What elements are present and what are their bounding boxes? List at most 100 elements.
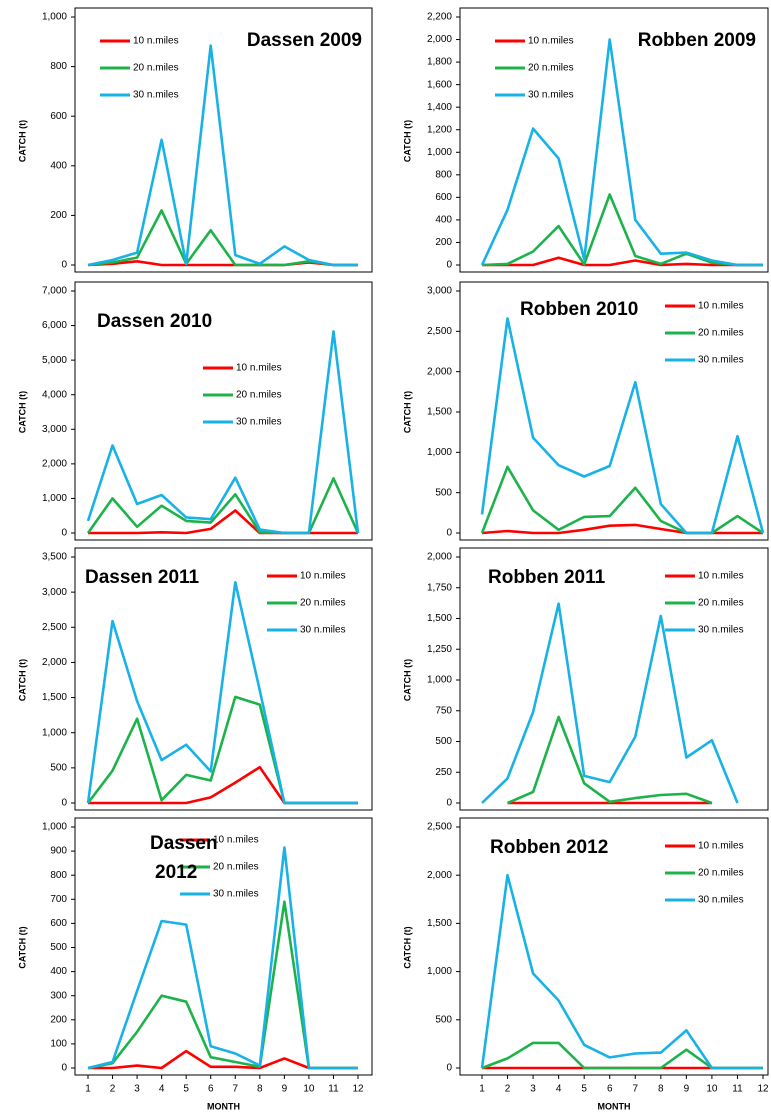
y-tick-label: 200: [50, 210, 67, 221]
y-tick-label: 400: [50, 160, 67, 171]
y-axis-label: CATCH (t): [402, 120, 412, 162]
series-line: [481, 193, 763, 267]
y-tick-label: 400: [50, 966, 67, 977]
y-tick-label: 500: [50, 942, 67, 953]
x-axis-label: MONTH: [207, 1101, 240, 1111]
series-line: [87, 209, 358, 267]
y-tick-label: 1,200: [427, 124, 452, 135]
legend-label: 30 n.miles: [698, 625, 744, 636]
y-tick-label: 6,000: [42, 320, 67, 331]
y-tick-label: 2,000: [427, 870, 452, 881]
y-tick-label: 600: [50, 111, 67, 122]
legend-label: 10 n.miles: [698, 301, 744, 312]
series-line: [86, 477, 360, 535]
y-tick-label: 100: [50, 1039, 67, 1050]
series-line: [480, 317, 765, 535]
plot-frame: [459, 547, 769, 811]
y-tick-label: 200: [50, 1014, 67, 1025]
y-tick-label: 0: [446, 1063, 452, 1074]
y-tick-label: 2,000: [427, 552, 452, 563]
series-line: [86, 330, 360, 535]
legend-label: 10 n.miles: [133, 36, 179, 47]
y-tick-label: 1,000: [42, 727, 67, 738]
plot-frame: [74, 817, 373, 1076]
chart-title: Robben 2011: [488, 567, 606, 588]
y-tick-label: 0: [446, 260, 452, 271]
y-tick-label: 1,500: [427, 407, 452, 418]
x-tick-label: 2: [110, 1084, 116, 1095]
y-tick-label: 500: [50, 762, 67, 773]
y-tick-label: 3,000: [42, 587, 67, 598]
chart-title: 2012: [155, 862, 197, 883]
y-tick-label: 1,000: [42, 822, 67, 833]
x-tick-label: 4: [159, 1084, 165, 1095]
series-line: [88, 509, 358, 535]
x-tick-label: 1: [479, 1084, 485, 1095]
legend-label: 10 n.miles: [698, 571, 744, 582]
series-line: [87, 44, 358, 267]
y-tick-label: 0: [61, 528, 67, 539]
legend-label: 10 n.miles: [300, 571, 346, 582]
y-tick-label: 1,000: [427, 966, 452, 977]
x-tick-label: 7: [632, 1084, 638, 1095]
y-tick-label: 1,400: [427, 102, 452, 113]
y-tick-label: 700: [50, 894, 67, 905]
x-tick-label: 7: [232, 1084, 238, 1095]
y-tick-label: 2,500: [427, 326, 452, 337]
plot-frame: [459, 817, 769, 1076]
y-tick-label: 800: [435, 169, 452, 180]
x-tick-label: 6: [607, 1084, 613, 1095]
y-tick-label: 2,500: [42, 622, 67, 633]
legend-label: 20 n.miles: [698, 328, 744, 339]
legend-label: 20 n.miles: [133, 63, 179, 74]
x-tick-label: 9: [684, 1084, 690, 1095]
chart-title: Robben 2010: [520, 299, 638, 320]
x-tick-label: 12: [352, 1084, 364, 1095]
y-axis-label: CATCH (t): [402, 926, 412, 968]
plot-frame: [74, 547, 373, 811]
x-tick-label: 10: [706, 1084, 718, 1095]
x-tick-label: 1: [85, 1084, 91, 1095]
legend-label: 10 n.miles: [213, 835, 259, 846]
y-tick-label: 3,000: [42, 424, 67, 435]
y-tick-label: 500: [435, 1014, 452, 1025]
legend-label: 20 n.miles: [213, 862, 259, 873]
y-tick-label: 1,750: [427, 582, 452, 593]
series-line: [87, 900, 358, 1070]
y-tick-label: 600: [435, 192, 452, 203]
legend-label: 20 n.miles: [236, 390, 282, 401]
legend-label: 30 n.miles: [236, 417, 282, 428]
y-tick-label: 5,000: [42, 355, 67, 366]
x-tick-label: 3: [134, 1084, 140, 1095]
y-tick-label: 1,000: [427, 147, 452, 158]
legend-label: 30 n.miles: [698, 895, 744, 906]
y-axis-label: CATCH (t): [17, 391, 27, 433]
legend-label: 10 n.miles: [528, 36, 574, 47]
y-tick-label: 400: [435, 215, 452, 226]
y-tick-label: 3,000: [427, 286, 452, 297]
legend-label: 20 n.miles: [698, 868, 744, 879]
y-tick-label: 2,000: [42, 657, 67, 668]
chart-title: Robben 2009: [638, 30, 756, 51]
x-tick-label: 6: [208, 1084, 214, 1095]
legend-label: 20 n.miles: [698, 598, 744, 609]
y-tick-label: 3,500: [42, 552, 67, 563]
series-line: [86, 581, 358, 805]
y-tick-label: 900: [50, 846, 67, 857]
legend-label: 30 n.miles: [213, 889, 259, 900]
series-line: [88, 765, 358, 805]
y-tick-label: 2,000: [427, 366, 452, 377]
y-tick-label: 0: [61, 1063, 67, 1074]
y-tick-label: 1,000: [42, 12, 67, 23]
y-tick-label: 0: [61, 798, 67, 809]
y-tick-label: 1,250: [427, 644, 452, 655]
series-line: [87, 846, 358, 1070]
y-tick-label: 250: [435, 767, 452, 778]
y-tick-label: 0: [446, 528, 452, 539]
legend-label: 10 n.miles: [236, 363, 282, 374]
legend-label: 30 n.miles: [133, 90, 179, 101]
x-tick-label: 12: [757, 1084, 769, 1095]
y-axis-label: CATCH (t): [402, 391, 412, 433]
legend-label: 30 n.miles: [300, 625, 346, 636]
